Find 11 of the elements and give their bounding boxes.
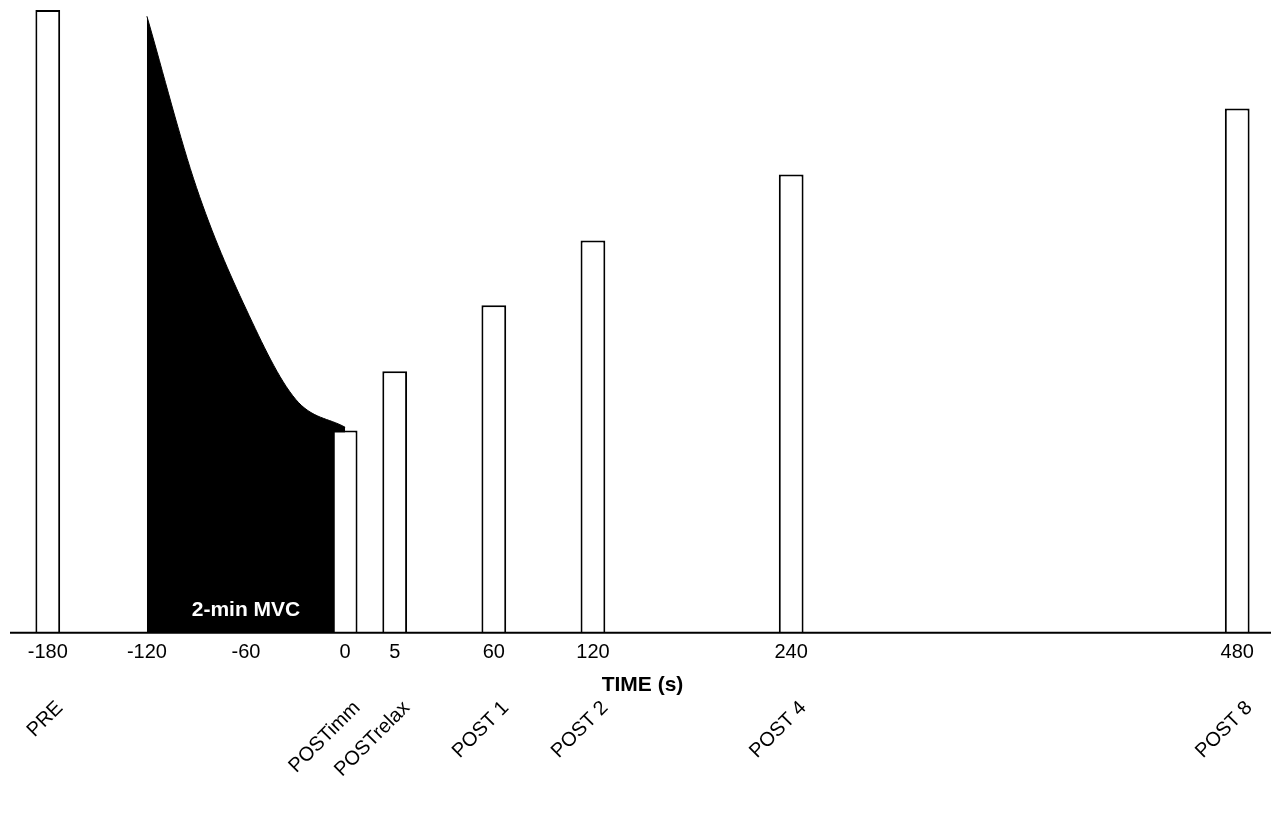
x-tick-label: 0 <box>339 640 351 663</box>
annotation: 2-min MVC <box>191 597 301 621</box>
x-tick-label: 5 <box>389 640 401 663</box>
x-tick-label: 120 <box>576 640 610 663</box>
x-axis-title: TIME (s) <box>601 672 684 696</box>
x-tick-label: 240 <box>774 640 808 663</box>
x-tick-label: 60 <box>482 640 505 663</box>
x-tick-label: -180 <box>27 640 68 663</box>
x-tick-label: -60 <box>231 640 261 663</box>
x-tick-label: -120 <box>126 640 167 663</box>
x-tick-label: 480 <box>1220 640 1254 663</box>
